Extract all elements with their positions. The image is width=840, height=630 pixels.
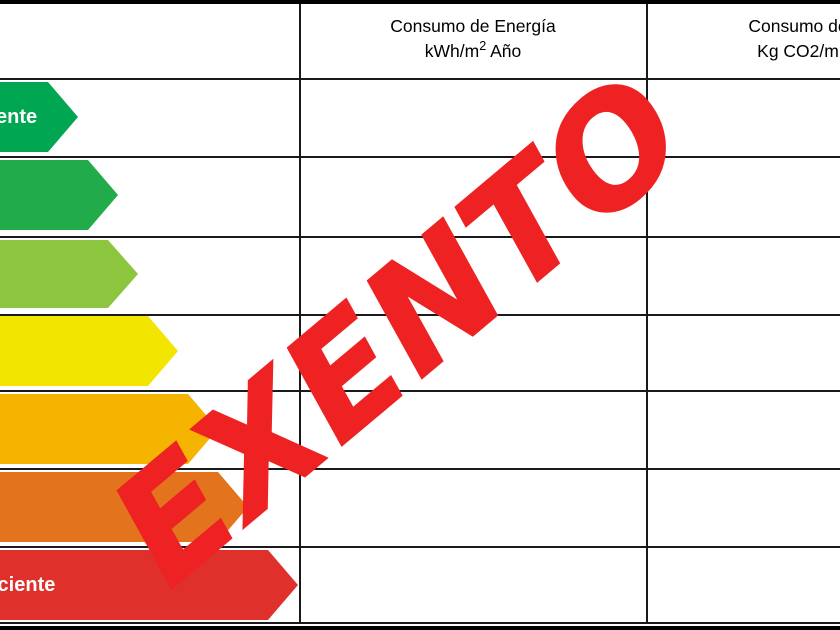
energy-header-line1: Consumo de Energía xyxy=(390,16,556,36)
rating-arrow-a xyxy=(0,82,78,152)
rating-arrow-f xyxy=(0,472,248,542)
grid-hline xyxy=(0,468,840,470)
rating-arrow-g xyxy=(0,550,298,620)
grid-vline xyxy=(299,4,301,622)
frame-bottom-border xyxy=(0,626,840,630)
grid-hline xyxy=(0,622,840,624)
rating-label-g-container: iciente xyxy=(0,572,140,598)
column-header-co2-emissions: Consumo de Kg CO2/m xyxy=(648,14,840,64)
co2-header-line1: Consumo de xyxy=(748,16,840,36)
rating-label-a: ente xyxy=(0,105,38,128)
rating-arrow-d xyxy=(0,316,178,386)
rating-label-a-container: ente xyxy=(0,104,90,130)
rating-scale-arrows xyxy=(0,82,298,620)
co2-header-line2: Kg CO2/m xyxy=(757,41,839,61)
grid-hline xyxy=(0,78,840,80)
grid-hline xyxy=(0,546,840,548)
table-grid xyxy=(0,4,840,626)
frame-top-border xyxy=(0,0,840,4)
column-header-energy-consumption: Consumo de Energía kWh/m2 Año xyxy=(300,14,646,64)
rating-label-g: iciente xyxy=(0,573,56,596)
grid-hline xyxy=(0,156,840,158)
energy-header-line2: kWh/m2 Año xyxy=(424,39,522,61)
rating-arrow-e xyxy=(0,394,218,464)
rating-arrow-b xyxy=(0,160,118,230)
grid-hline xyxy=(0,390,840,392)
rating-arrow-c xyxy=(0,240,138,308)
grid-hline xyxy=(0,236,840,238)
superscript-two: 2 xyxy=(479,39,487,54)
grid-vline xyxy=(646,4,648,622)
grid-hline xyxy=(0,314,840,316)
